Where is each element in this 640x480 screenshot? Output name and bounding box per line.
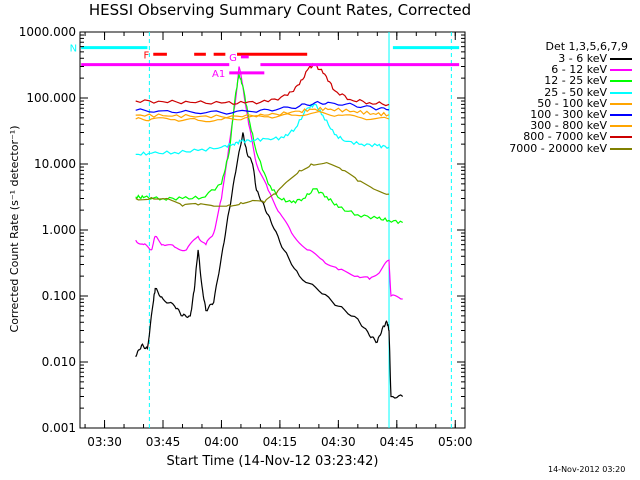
legend-label: 100 - 300 keV [530, 107, 607, 121]
legend-entry: 800 - 7000 keV [478, 130, 638, 144]
x-axis-label: Start Time (14-Nov-12 03:23:42) [166, 454, 379, 469]
legend-title: Det 1,3,5,6,7,9 [545, 40, 628, 53]
flag-bars: N F A1 G [70, 44, 460, 80]
legend: Det 1,3,5,6,7,9 3 - 6 keV 6 - 12 keV 12 - … [478, 40, 638, 154]
series-line-3 [135, 73, 403, 225]
legend-entry: 100 - 300 keV [478, 109, 638, 120]
legend-swatch [610, 136, 632, 139]
series-line-8 [135, 62, 390, 107]
y-tick-label: 0.001 [42, 421, 76, 435]
legend-entry: 6 - 12 keV [478, 64, 638, 75]
legend-label: 800 - 7000 keV [523, 130, 607, 144]
y-tick-label: 10.000 [34, 157, 76, 171]
x-tick-label: 04:00 [204, 435, 239, 449]
legend-entry: 300 - 800 keV [478, 120, 638, 131]
x-tick-label: 03:30 [87, 435, 122, 449]
y-axis: 1000.000 100.000 10.000 1.000 0.100 0.010 0.00… [19, 25, 465, 435]
flag-label: F [143, 50, 149, 61]
y-axis-label: Corrected Count Rate (s⁻¹ detector⁻¹) [8, 125, 21, 333]
legend-swatch [610, 69, 632, 72]
series-line-9 [135, 161, 390, 207]
y-tick-label: 1000.000 [19, 25, 76, 39]
legend-swatch [610, 91, 632, 94]
legend-swatch [610, 147, 632, 150]
series-line-4 [135, 103, 390, 156]
x-axis: 03:30 03:45 04:00 04:15 04:30 04:45 05:00 [84, 32, 473, 449]
y-tick-label: 100.000 [26, 91, 76, 105]
flag-label: N [70, 44, 77, 55]
flag-label: G [229, 53, 237, 64]
legend-entry: 12 - 25 keV [478, 74, 638, 88]
plot-frame [79, 31, 466, 429]
series-line-7 [135, 106, 390, 119]
legend-entry: 7000 - 20000 keV [478, 141, 638, 155]
legend-label: 300 - 800 keV [530, 119, 607, 133]
legend-label: 25 - 50 keV [544, 85, 607, 99]
x-tick-label: 05:00 [438, 435, 473, 449]
legend-label: 6 - 12 keV [551, 63, 607, 77]
x-tick-label: 04:30 [321, 435, 356, 449]
legend-label: 3 - 6 keV [558, 52, 607, 65]
legend-label: 12 - 25 keV [544, 74, 607, 88]
legend-swatch [610, 125, 632, 128]
legend-entry: 50 - 100 keV [478, 98, 638, 109]
chart-title: HESSI Observing Summary Count Rates, Cor… [88, 1, 472, 19]
vertical-lines [148, 32, 452, 428]
legend-entries: 3 - 6 keV 6 - 12 keV 12 - 25 keV 25 - 50 ke… [478, 53, 638, 154]
series-line-5 [135, 110, 390, 123]
flag-label: A1 [212, 69, 225, 80]
series-group [135, 62, 404, 399]
generated-timestamp: 14-Nov-2012 03:20 [548, 465, 626, 474]
y-tick-label: 0.100 [42, 289, 76, 303]
x-tick-label: 04:15 [263, 435, 298, 449]
legend-swatch [610, 58, 632, 60]
series-line-1 [135, 132, 404, 399]
legend-entry: 3 - 6 keV [478, 53, 638, 64]
legend-label: 7000 - 20000 keV [509, 141, 607, 155]
y-tick-label: 1.000 [42, 223, 76, 237]
series-line-6 [135, 100, 390, 115]
legend-swatch [610, 113, 632, 116]
y-tick-label: 0.010 [42, 355, 76, 369]
legend-entry: 25 - 50 keV [478, 85, 638, 99]
x-tick-label: 03:45 [146, 435, 181, 449]
legend-label: 50 - 100 keV [537, 96, 607, 110]
legend-swatch [610, 102, 632, 105]
legend-swatch [610, 80, 632, 83]
x-tick-label: 04:45 [380, 435, 415, 449]
